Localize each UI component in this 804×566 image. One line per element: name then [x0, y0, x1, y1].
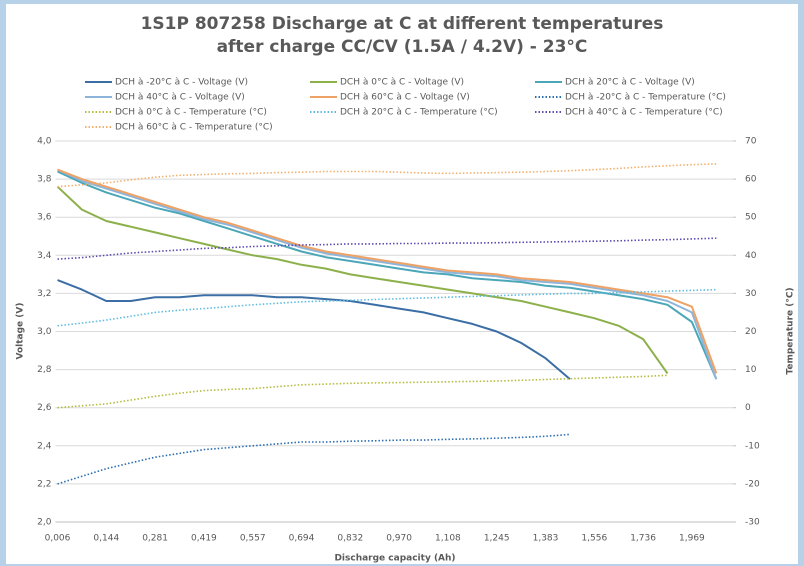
y-tick-label: 2,4 [37, 441, 52, 451]
y-tick-label: 2,2 [37, 479, 51, 489]
x-tick-label: 0,694 [289, 534, 315, 544]
series-line [57, 163, 717, 188]
series-line [57, 433, 570, 485]
y2-tick-label: 50 [745, 213, 757, 223]
x-tick-label: 0,144 [93, 534, 119, 544]
y-tick-label: 2,0 [37, 518, 52, 528]
legend-label: DCH à 20°C à C - Temperature (°C) [340, 108, 498, 118]
y2-tick-label: 70 [745, 137, 757, 147]
legend-label: DCH à 0°C à C - Temperature (°C) [115, 108, 267, 118]
series-line [57, 374, 668, 409]
y-tick-label: 2,8 [37, 365, 52, 375]
y-tick-label: 2,6 [37, 403, 52, 413]
y2-tick-label: 10 [745, 365, 757, 375]
series-line [57, 279, 571, 380]
y-tick-label: 3,6 [37, 213, 52, 223]
x-tick-label: 1,108 [435, 534, 461, 544]
series-line [57, 288, 717, 327]
x-tick-label: 1,383 [533, 534, 559, 544]
legend-label: DCH à 40°C à C - Voltage (V) [115, 93, 245, 103]
x-tick-label: 0,832 [337, 534, 363, 544]
legend-label: DCH à -20°C à C - Temperature (°C) [565, 93, 726, 103]
legend-label: DCH à 60°C à C - Voltage (V) [340, 93, 470, 103]
series-line [57, 237, 717, 260]
y-tick-label: 3,2 [37, 289, 51, 299]
x-tick-label: 0,281 [142, 534, 168, 544]
x-axis-title: Discharge capacity (Ah) [334, 554, 455, 564]
chart-panel [6, 4, 798, 564]
y2-tick-label: -30 [745, 518, 760, 528]
x-tick-label: 0,970 [386, 534, 412, 544]
legend-label: DCH à -20°C à C - Voltage (V) [115, 78, 248, 88]
x-tick-label: 1,736 [630, 534, 656, 544]
x-tick-label: 1,245 [484, 534, 510, 544]
chart-title: 1S1P 807258 Discharge at C at different … [141, 14, 664, 34]
y2-tick-label: 30 [745, 289, 757, 299]
y-tick-label: 3,8 [37, 175, 52, 185]
y-tick-label: 3,0 [37, 327, 52, 337]
legend-label: DCH à 60°C à C - Temperature (°C) [115, 123, 273, 133]
y-axis-title: Voltage (V) [16, 303, 26, 360]
y-tick-label: 3,4 [37, 251, 52, 261]
y2-tick-label: 20 [745, 327, 757, 337]
y2-tick-label: -10 [745, 441, 760, 451]
legend-label: DCH à 0°C à C - Voltage (V) [340, 78, 464, 88]
series-line [57, 168, 718, 374]
series-line [56, 185, 669, 374]
x-tick-label: 0,419 [191, 534, 217, 544]
y2-tick-label: 40 [745, 251, 757, 261]
x-tick-label: 0,006 [45, 534, 71, 544]
y2-axis-title: Temperature (°C) [786, 287, 796, 374]
x-tick-label: 1,969 [679, 534, 705, 544]
legend-label: DCH à 20°C à C - Voltage (V) [565, 78, 695, 88]
series-line [57, 168, 718, 380]
chart-subtitle: after charge CC/CV (1.5A / 4.2V) - 23°C [217, 37, 588, 57]
y-tick-label: 4,0 [37, 137, 52, 147]
legend-label: DCH à 40°C à C - Temperature (°C) [565, 108, 723, 118]
y2-tick-label: 0 [745, 403, 751, 413]
y2-tick-label: 60 [745, 175, 757, 185]
x-tick-label: 1,556 [581, 534, 607, 544]
x-tick-label: 0,557 [240, 534, 266, 544]
y2-tick-label: -20 [745, 479, 760, 489]
